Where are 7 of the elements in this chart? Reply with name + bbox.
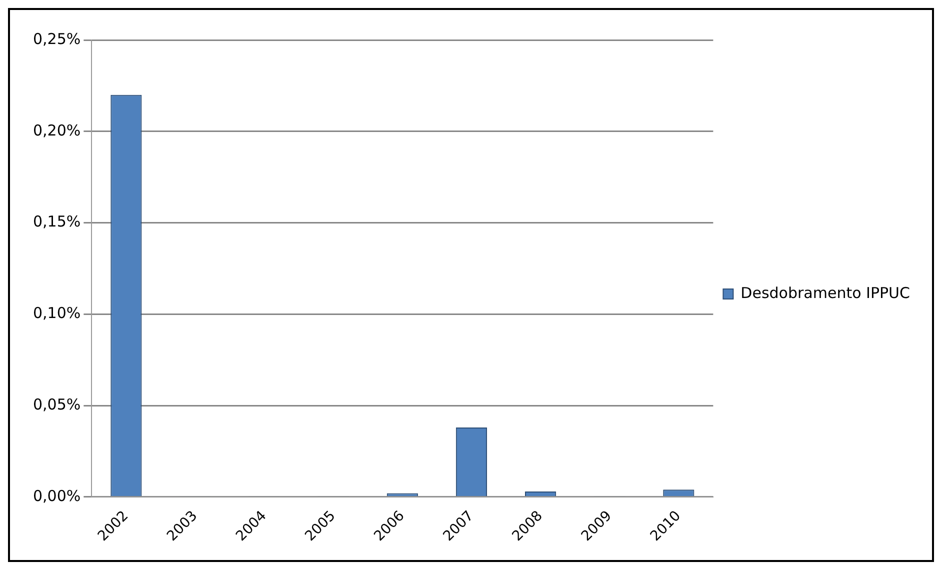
y-tick-label: 0,25%: [32, 30, 81, 48]
y-tick-label: 0,15%: [32, 212, 81, 231]
y-tick-label: 0,20%: [32, 121, 81, 140]
legend-label: Desdobramento IPPUC: [740, 284, 910, 302]
y-tick-label: 0,05%: [32, 395, 81, 414]
y-tick-label: 0,00%: [32, 486, 81, 505]
y-tick-label: 0,10%: [32, 304, 81, 322]
